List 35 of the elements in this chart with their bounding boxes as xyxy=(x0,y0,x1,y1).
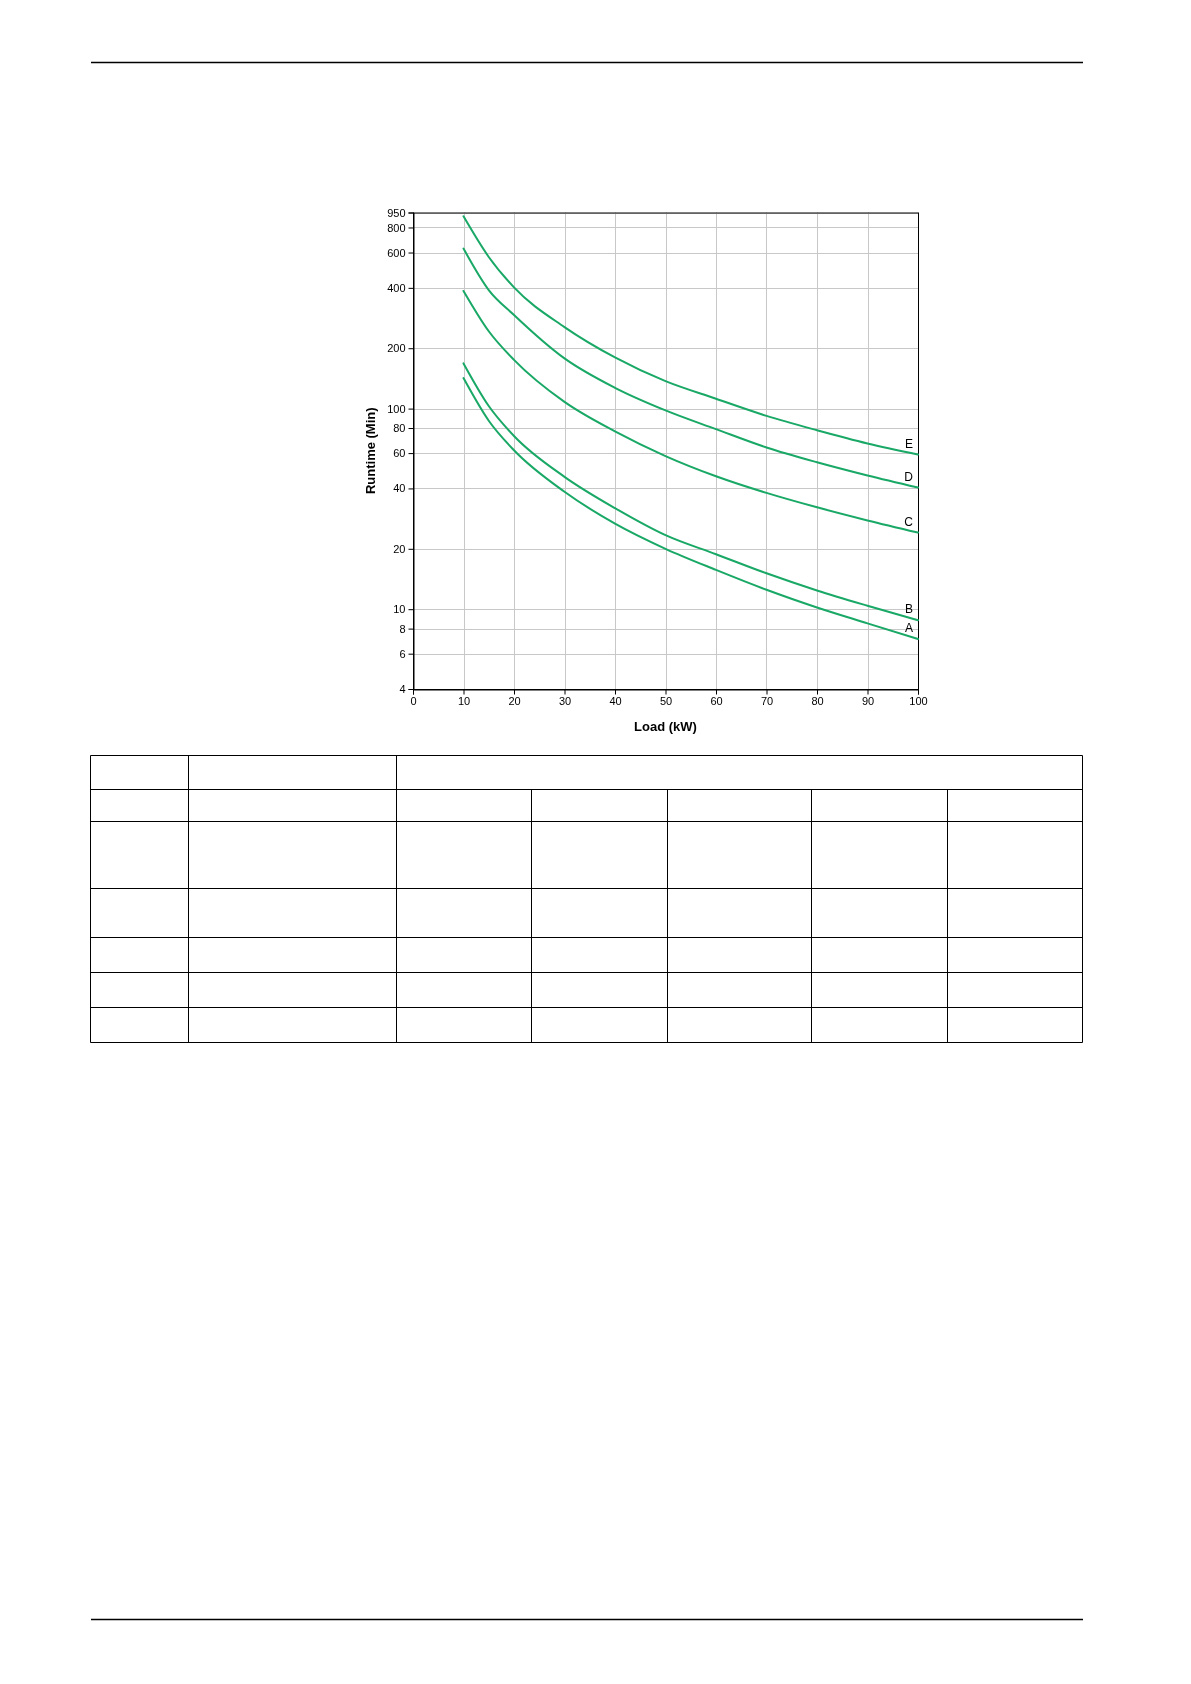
series-label: A xyxy=(904,621,913,636)
line-series xyxy=(462,215,919,456)
y-tick-label: 400 xyxy=(387,281,406,294)
x-tick-label: 60 xyxy=(710,695,723,708)
y-tick-label: 80 xyxy=(393,422,406,435)
y-tick-label: 800 xyxy=(387,221,406,234)
y-tick-label: 600 xyxy=(387,246,406,259)
series-label: C xyxy=(904,514,914,529)
y-tick-label: 4 xyxy=(399,683,406,696)
y-tick-label: 10 xyxy=(393,603,406,616)
line-series xyxy=(462,289,919,534)
y-tick-label: 60 xyxy=(393,447,406,460)
y-tick-label: 8 xyxy=(399,622,406,635)
x-tick-label: 10 xyxy=(457,695,471,708)
x-tick-label: 70 xyxy=(760,695,774,708)
y-tick-label: 950 xyxy=(387,206,406,219)
x-tick-label: 30 xyxy=(558,695,572,708)
y-tick-label: 40 xyxy=(393,482,406,495)
x-tick-label: 100 xyxy=(909,695,928,708)
x-tick-label: 0 xyxy=(410,695,417,708)
series-label: E xyxy=(904,436,913,451)
x-tick-label: 80 xyxy=(811,695,824,708)
y-axis-title: Runtime (Min) xyxy=(363,407,378,495)
x-axis-title: Load (kW) xyxy=(634,719,697,734)
series-label: B xyxy=(904,602,913,617)
y-tick-label: 20 xyxy=(393,542,406,555)
y-tick-label: 6 xyxy=(399,647,406,660)
x-tick-label: 90 xyxy=(861,695,875,708)
y-tick-label: 200 xyxy=(387,342,406,355)
x-tick-label: 50 xyxy=(659,695,673,708)
x-tick-label: 20 xyxy=(508,695,521,708)
y-tick-label: 100 xyxy=(387,402,406,415)
series-label: D xyxy=(904,469,914,484)
line-series xyxy=(462,247,919,489)
x-tick-label: 40 xyxy=(609,695,622,708)
